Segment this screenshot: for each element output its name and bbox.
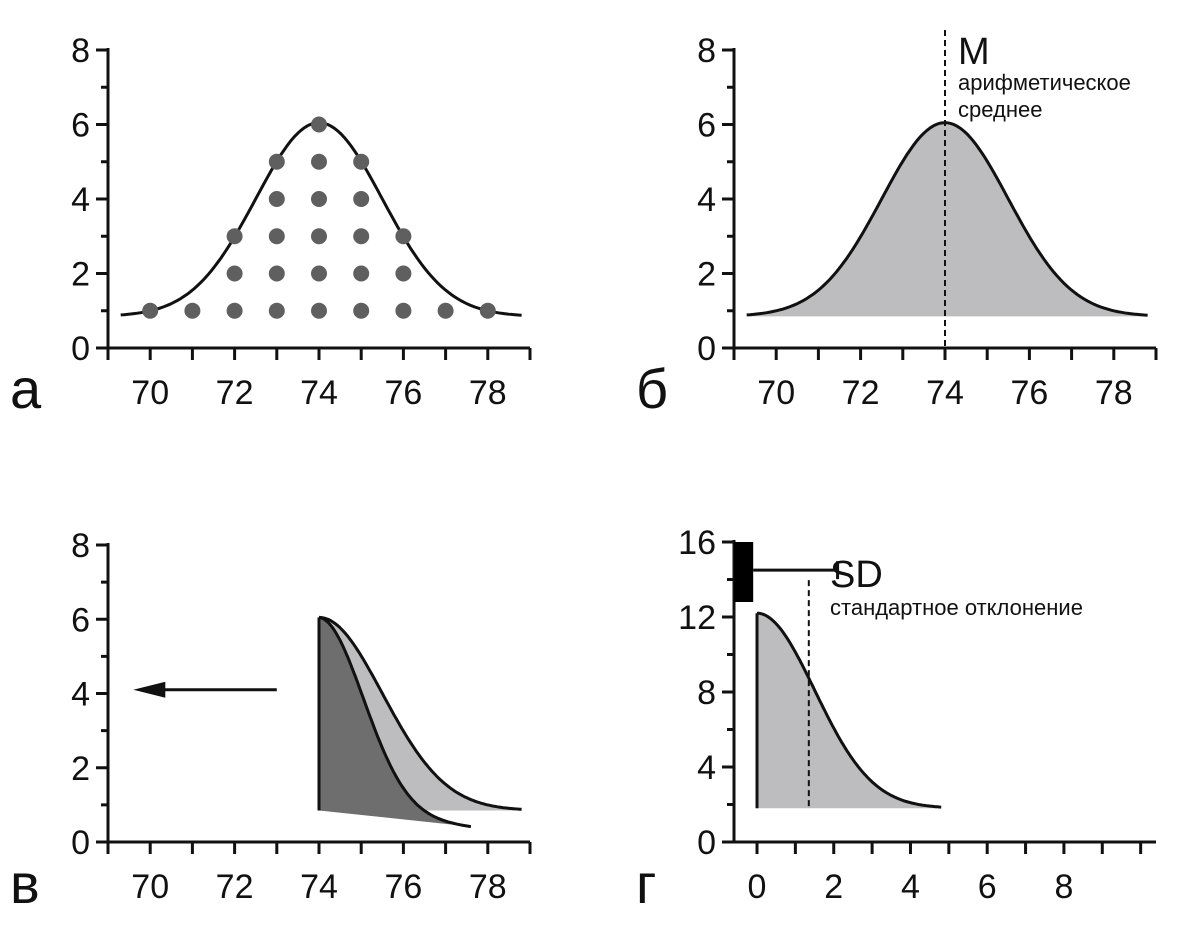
panel-a-label: а [10, 357, 42, 420]
panel-d-x-tick-label: 0 [748, 868, 767, 906]
panel-a-point [142, 302, 159, 319]
panel-c-curve [318, 615, 522, 811]
panel-a-x-tick-label: 74 [300, 374, 338, 412]
panel-b-x-tick-label: 72 [842, 374, 880, 412]
panel-d-x-tick-label: 4 [901, 868, 920, 906]
panel-b-label: б [636, 357, 668, 420]
panel-a-point [184, 302, 201, 319]
panel-b-y-tick-label: 8 [697, 32, 716, 70]
panel-a-point [226, 228, 243, 245]
mean-symbol: M [958, 31, 990, 73]
panel-a-point [268, 191, 285, 207]
panel-a-point [353, 153, 370, 170]
panel-d-mean-bar [734, 542, 754, 602]
panel-a-point [479, 302, 496, 319]
panel-d-y-tick-label: 12 [678, 599, 716, 637]
panel-a-curve [120, 121, 522, 317]
panel-a-y-tick-label: 6 [71, 107, 90, 145]
panel-a-y-tick-label: 2 [71, 256, 90, 294]
panel-a-point [353, 265, 370, 282]
panel-a-x-tick-label: 76 [384, 374, 422, 412]
panel-d-y-tick-label: 0 [697, 824, 716, 862]
panel-c-x-tick-label: 70 [131, 868, 169, 906]
panel-a-point [437, 302, 454, 319]
panel-d-y-tick-label: 16 [678, 524, 716, 562]
panel-c-y-tick-label: 0 [71, 824, 90, 862]
panel-a-point [268, 153, 285, 170]
panel-c-label: в [10, 852, 40, 915]
panel-c-x-tick-label: 74 [300, 868, 338, 906]
panel-b-y-tick-label: 2 [697, 256, 716, 294]
panel-a-y-tick-label: 8 [71, 32, 90, 70]
panel-b-x-tick-label: 70 [757, 374, 795, 412]
panel-a-point [268, 302, 285, 319]
panel-d-label: г [636, 852, 656, 915]
panel-a-point [353, 191, 370, 207]
panel-b-area [746, 122, 1148, 317]
panel-c-x-tick-label: 76 [384, 868, 422, 906]
panel-d-x-tick-label: 2 [824, 868, 843, 906]
panel-a-point [268, 228, 285, 245]
panel-a-y-tick-label: 0 [71, 330, 90, 368]
panel-a-y-tick-label: 4 [71, 181, 90, 219]
panel-a-x-tick-label: 78 [469, 374, 507, 412]
panel-a-point [311, 302, 327, 319]
panel-c-y-tick-label: 8 [71, 527, 90, 565]
panel-b-x-tick-label: 78 [1095, 374, 1133, 412]
panel-a-point [353, 302, 370, 319]
panel-d-x-tick-label: 8 [1054, 868, 1073, 906]
panel-a-x-tick-label: 72 [216, 374, 254, 412]
panel-c-x-tick-label: 72 [216, 868, 254, 906]
panel-a-point [353, 228, 370, 245]
panel-a-point [395, 265, 412, 282]
panel-b-x-tick-label: 74 [926, 374, 964, 412]
panel-a-point [268, 265, 285, 282]
panel-c-area-dark [319, 617, 471, 827]
mean-text-line1: арифметическое [958, 70, 1131, 95]
panel-b-y-tick-label: 0 [697, 330, 716, 368]
panel-c-arrow-head [133, 681, 166, 698]
panel-a-point [395, 302, 412, 319]
panel-c-y-tick-label: 2 [71, 750, 90, 788]
sd-text: стандартное отклонение [830, 595, 1083, 620]
panel-b-curve [746, 121, 1148, 317]
panel-b-y-tick-label: 6 [697, 107, 716, 145]
panel-a-point [226, 265, 243, 282]
panel-c-y-tick-label: 6 [71, 601, 90, 639]
panel-d-y-tick-label: 4 [697, 749, 716, 787]
panel-b-y-tick-label: 4 [697, 181, 716, 219]
panel-c-y-tick-label: 4 [71, 676, 90, 714]
panel-d-area [757, 613, 942, 809]
panel-a-point [311, 228, 327, 245]
mean-text-line2: среднее [958, 97, 1042, 122]
panel-a-point [226, 302, 243, 319]
panel-d-curve [757, 611, 942, 809]
panel-c-shifted-curve [318, 615, 472, 829]
panel-a-point [311, 191, 327, 207]
panel-a-point [311, 153, 327, 170]
panel-d-y-tick-label: 8 [697, 674, 716, 712]
panel-a-point [311, 265, 327, 282]
panel-a-point [395, 228, 412, 245]
panel-b-x-tick-label: 76 [1010, 374, 1048, 412]
panel-a-x-tick-label: 70 [131, 374, 169, 412]
panel-c-x-tick-label: 78 [469, 868, 507, 906]
panel-d-x-tick-label: 6 [978, 868, 997, 906]
panel-a-point [311, 116, 327, 133]
